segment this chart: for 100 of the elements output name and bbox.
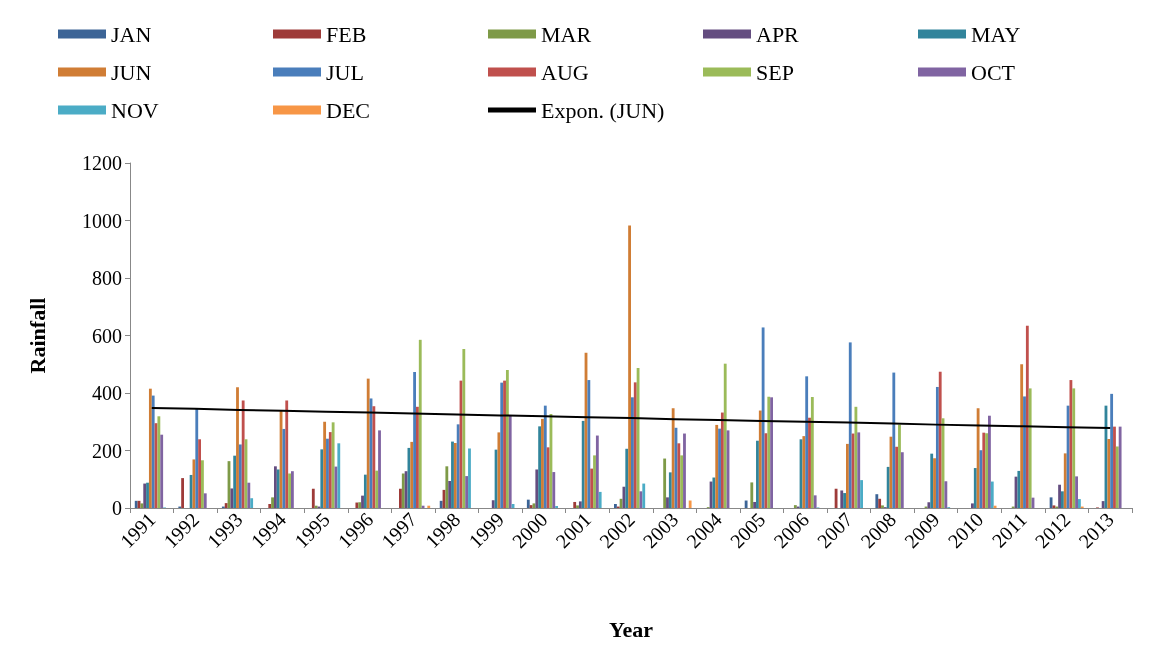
bar: [642, 483, 646, 508]
bar: [663, 458, 667, 508]
bar: [845, 443, 849, 508]
bar: [250, 498, 254, 508]
bar: [761, 327, 765, 508]
bar: [445, 466, 449, 508]
bar: [753, 501, 757, 508]
bar: [505, 370, 509, 508]
bar: [878, 498, 882, 508]
bar: [526, 499, 530, 508]
bar: [668, 472, 672, 508]
bar: [1072, 388, 1076, 508]
bar: [631, 397, 634, 508]
y-tick-label: 200: [92, 439, 122, 462]
bar: [439, 500, 443, 508]
bar: [247, 482, 251, 508]
x-tick-label: 1992: [159, 508, 204, 553]
bar: [465, 476, 469, 508]
line-series: [150, 406, 1112, 430]
y-tick-label: 600: [92, 324, 122, 347]
bar: [378, 430, 381, 508]
bar: [927, 502, 931, 508]
bar: [331, 422, 335, 508]
bar: [462, 349, 466, 508]
legend-label: APR: [756, 21, 800, 47]
bar: [723, 363, 727, 508]
bar: [639, 491, 643, 508]
x-tick-label: 1999: [464, 508, 509, 553]
bar: [366, 378, 370, 508]
bar: [990, 481, 994, 508]
legend-label: MAY: [971, 21, 1021, 47]
legend-label: Expon. (JUN): [541, 97, 665, 123]
bar: [895, 446, 899, 508]
y-tick-label: 1200: [82, 152, 122, 174]
bar: [860, 480, 863, 508]
bar: [181, 478, 185, 508]
bar: [590, 468, 594, 508]
bar: [576, 505, 579, 508]
bar: [555, 505, 559, 508]
bar: [628, 225, 631, 508]
bar: [541, 418, 544, 508]
bar: [619, 498, 623, 508]
bar: [491, 500, 495, 508]
bar: [1028, 388, 1032, 508]
bar: [886, 466, 890, 508]
legend-label: JUL: [326, 59, 364, 85]
bar: [361, 495, 364, 508]
bar: [1025, 325, 1029, 508]
bar: [808, 417, 811, 508]
bar: [677, 443, 681, 508]
bar: [268, 503, 272, 508]
bar: [595, 435, 599, 508]
legend-label: JAN: [111, 21, 152, 47]
bar: [546, 447, 550, 508]
bar: [311, 488, 315, 508]
bar: [1115, 446, 1119, 508]
bar: [875, 494, 879, 508]
bar: [688, 500, 692, 508]
bar: [680, 455, 684, 508]
bar: [148, 388, 152, 508]
legend-label: OCT: [971, 59, 1016, 85]
bar: [410, 441, 414, 508]
x-axis-title: Year: [609, 616, 654, 642]
bar: [323, 421, 327, 508]
bar: [930, 453, 934, 508]
bar: [625, 448, 629, 508]
bar: [892, 372, 896, 508]
bar: [320, 449, 324, 508]
bar: [935, 386, 939, 508]
bar: [581, 420, 585, 508]
bar: [198, 439, 202, 508]
bar: [241, 400, 245, 508]
bar: [1110, 393, 1114, 508]
bar: [718, 428, 721, 508]
bar: [160, 434, 164, 508]
bar: [715, 424, 719, 508]
bar: [1058, 484, 1061, 508]
bar: [587, 380, 591, 508]
bar: [201, 460, 204, 508]
bar: [898, 424, 901, 508]
bar: [578, 501, 582, 508]
bar: [671, 408, 675, 508]
bar: [598, 491, 602, 508]
bar: [720, 412, 724, 508]
bar: [944, 481, 948, 508]
bar: [1113, 426, 1116, 508]
bar: [151, 395, 155, 508]
bar: [271, 497, 274, 508]
legend-label: JUN: [111, 59, 152, 85]
bar: [399, 488, 402, 508]
bar: [973, 468, 977, 508]
bar: [683, 433, 686, 508]
bar: [813, 495, 817, 508]
bar: [1017, 470, 1021, 508]
x-tick-label: 2011: [987, 508, 1031, 552]
bar: [976, 408, 980, 508]
bar: [535, 469, 539, 508]
bar: [633, 382, 637, 508]
bar: [203, 493, 207, 508]
bar: [543, 405, 547, 508]
